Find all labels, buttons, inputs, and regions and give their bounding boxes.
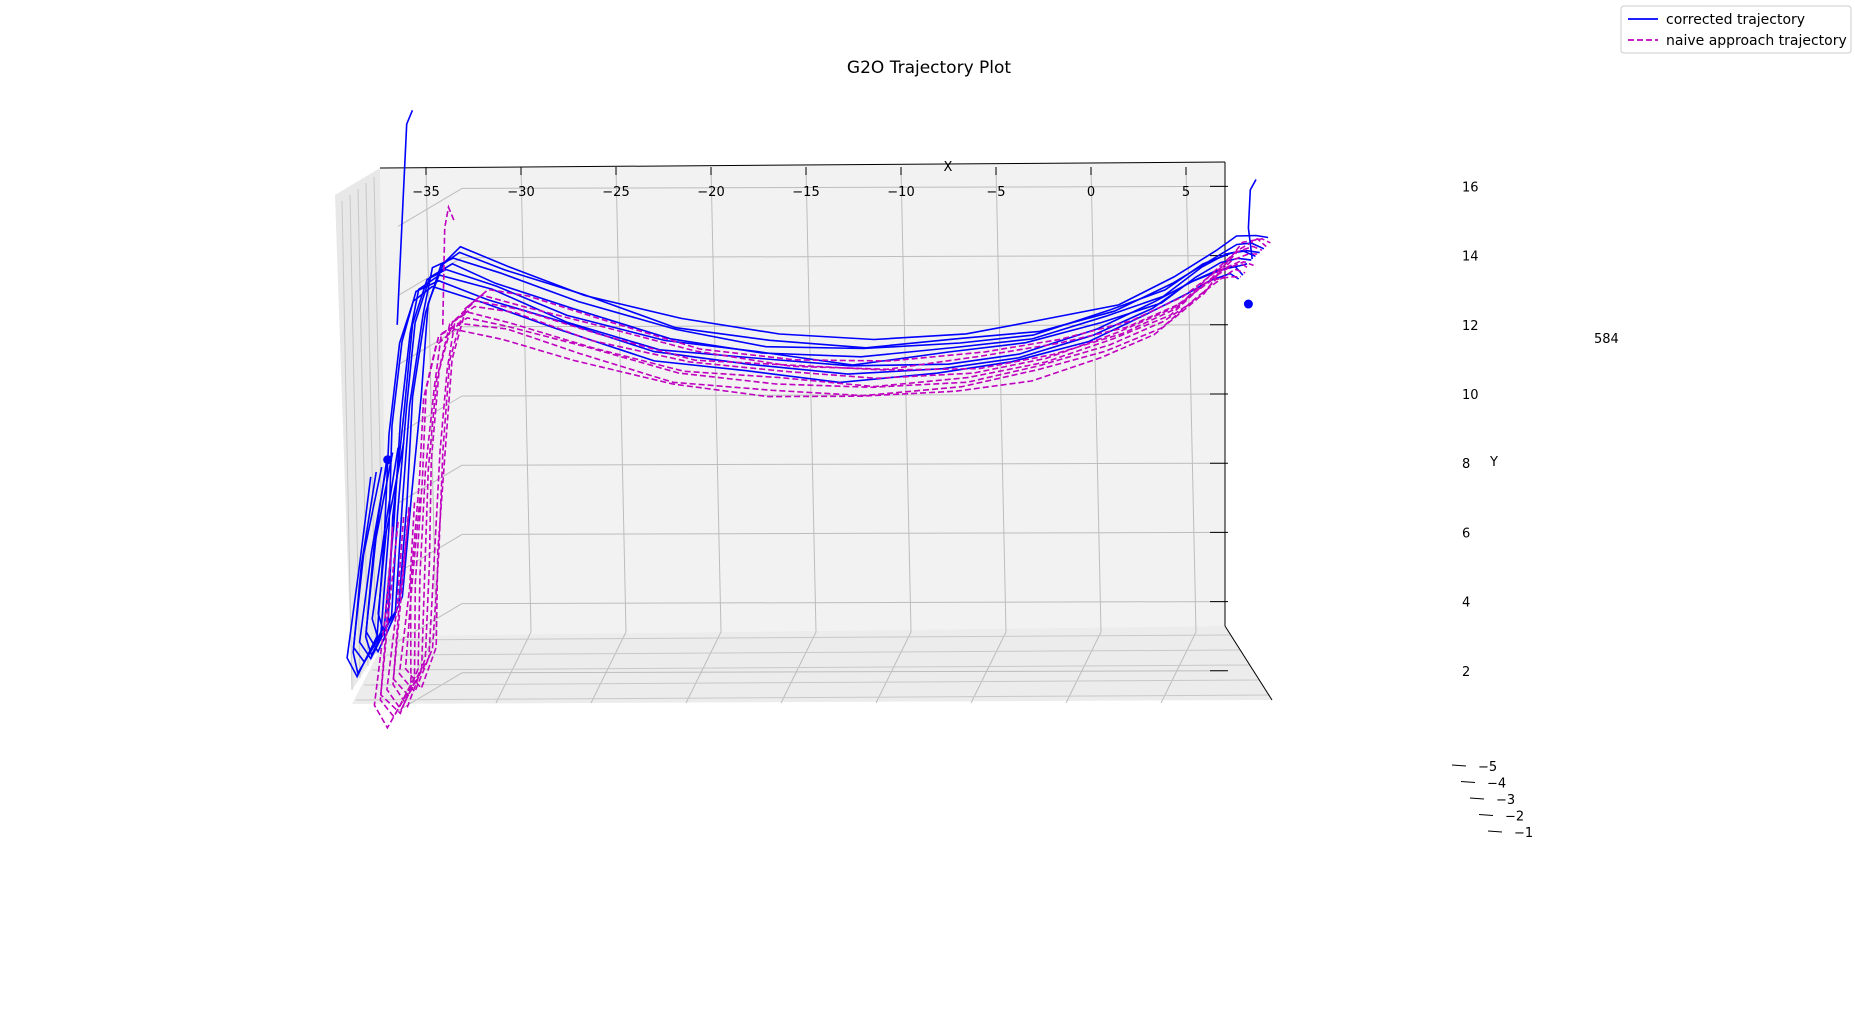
- z-tick-label-4: −5: [1478, 760, 1497, 775]
- floor-grid-line-z-4: [355, 694, 1271, 701]
- series-layer: [346, 109, 1271, 730]
- y-tick-label-3: 8: [1462, 457, 1470, 472]
- axes-pane: [335, 162, 1272, 704]
- z-tick-label-3: −4: [1487, 777, 1506, 792]
- z-tick-label-0: −1: [1514, 826, 1533, 841]
- grid-line-x-4: [805, 166, 817, 633]
- x-tick-label-1: −30: [507, 185, 534, 200]
- legend-box: [1620, 5, 1852, 54]
- x-axis-title: X: [944, 160, 953, 175]
- x-tick-label-2: −25: [602, 185, 629, 200]
- legend-label-naive: naive approach trajectory: [1666, 33, 1847, 49]
- grid-line-y-5: [461, 324, 1226, 328]
- series-naive-loop-1: [379, 268, 1246, 719]
- z-axis-line: [1224, 625, 1273, 701]
- grid-lines: [341, 166, 1271, 712]
- series-naive-loop-4: [392, 253, 1258, 709]
- x-tick-label-6: −5: [986, 185, 1005, 200]
- y-tick-label-0: 2: [1462, 665, 1470, 680]
- z-tick-3: [1460, 781, 1476, 783]
- floor-grid-line-3: [685, 631, 722, 704]
- z-tick-label-1: −2: [1505, 810, 1524, 825]
- grid-line-x-2: [615, 166, 627, 633]
- grid-line-x-3: [710, 166, 722, 633]
- x-tick-label-0: −35: [412, 185, 439, 200]
- floor-grid-line-z-1: [379, 649, 1241, 656]
- grid-line-y-7: [461, 185, 1226, 189]
- grid-line-x-1: [520, 166, 532, 633]
- tick-marks: −35 −30 −25 −20 −15 −10 −5 0 5 2 4 6 8 10 12 14 16 −1−2 −3…: [412, 167, 1533, 841]
- grid-line-x-5: [900, 166, 912, 633]
- grid-line-y-2: [461, 531, 1226, 535]
- side-vert-line-3: [365, 182, 377, 655]
- side-grid-line-3: [397, 464, 463, 504]
- floor-grid-line-z-3: [363, 679, 1261, 686]
- z-tick-2: [1469, 797, 1485, 800]
- floor-grid-line-1: [495, 631, 532, 704]
- series-naive-stub-start: [442, 204, 455, 325]
- series-naive-loop-7: [404, 237, 1271, 691]
- x-tick-label-4: −15: [792, 185, 819, 200]
- series-naive-loop-2: [379, 260, 1250, 715]
- series-corrected-stub-start: [396, 109, 414, 325]
- floor-pane: [352, 626, 1272, 704]
- y-tick-label-4: 10: [1462, 388, 1479, 403]
- series-naive-loop-5: [392, 245, 1263, 697]
- series-corrected-marker-0: [383, 455, 393, 465]
- side-grid-line-7: [397, 187, 463, 227]
- grid-line-x-0: [425, 166, 437, 633]
- side-vert-line-0: [341, 200, 353, 691]
- point-annotation: 584: [1594, 332, 1619, 347]
- floor-grid-line-0: [400, 631, 437, 704]
- chart-title: G2O Trajectory Plot: [847, 58, 1011, 78]
- x-tick-label-3: −20: [697, 185, 724, 200]
- z-tick-0: [1487, 830, 1503, 833]
- grid-line-y-3: [461, 462, 1226, 466]
- series-corrected-stub-end: [1247, 179, 1257, 260]
- legend: corrected trajectory naive approach traj…: [1620, 5, 1852, 54]
- y-tick-label-5: 12: [1462, 319, 1479, 334]
- floor-grid-line-7: [1065, 631, 1102, 704]
- x-tick-label-5: −10: [887, 185, 914, 200]
- floor-grid-line-z-2: [371, 664, 1251, 671]
- grid-line-y-6: [461, 255, 1226, 259]
- y-axis-title: Y: [1489, 455, 1498, 470]
- y-tick-label-7: 16: [1462, 180, 1479, 195]
- x-tick-label-7: 0: [1087, 185, 1095, 200]
- series-corrected-marker-1: [1243, 299, 1253, 309]
- grid-line-x-8: [1185, 166, 1197, 633]
- z-tick-4: [1451, 764, 1467, 767]
- z-tick-1: [1478, 814, 1494, 816]
- floor-grid-line-z-0: [387, 634, 1231, 641]
- floor-grid-line-6: [970, 631, 1007, 704]
- z-tick-label-2: −3: [1496, 793, 1515, 808]
- series-naive-loop-6: [398, 237, 1267, 694]
- grid-line-x-6: [995, 166, 1007, 633]
- y-tick-label-2: 6: [1462, 526, 1470, 541]
- back-pane: [380, 162, 1225, 636]
- floor-grid-line-2: [590, 631, 627, 704]
- grid-line-x-7: [1090, 166, 1102, 633]
- floor-grid-line-8: [1160, 631, 1197, 704]
- grid-line-y-1: [461, 601, 1226, 605]
- x-tick-label-8: 5: [1182, 185, 1190, 200]
- grid-line-y-0: [461, 670, 1226, 674]
- y-tick-label-1: 4: [1462, 596, 1470, 611]
- y-tick-label-6: 14: [1462, 250, 1479, 265]
- legend-label-corrected: corrected trajectory: [1666, 12, 1805, 28]
